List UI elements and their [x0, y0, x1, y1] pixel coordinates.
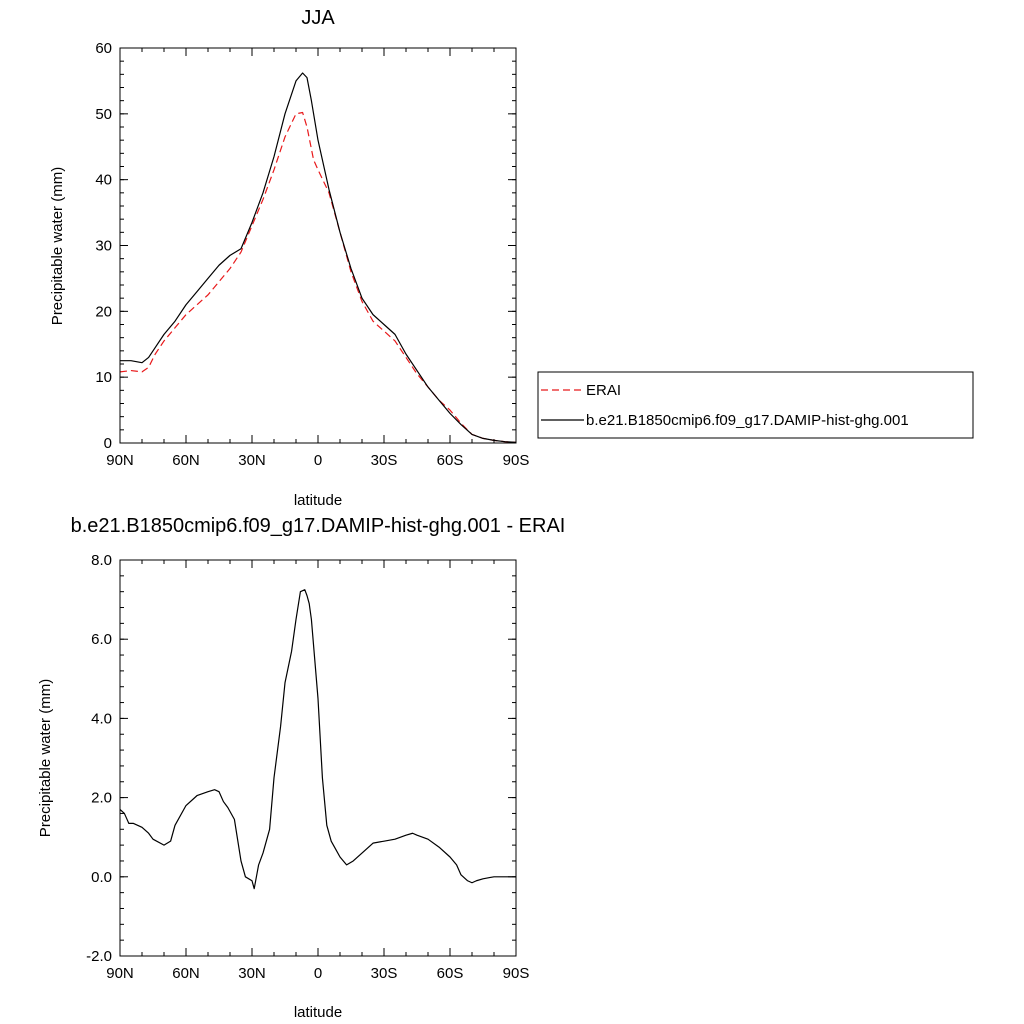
- bottom-y-tick-label: 2.0: [91, 790, 112, 807]
- bottom-y-tick-label: 0.0: [91, 869, 112, 886]
- top-y-tick-label: 50: [95, 106, 112, 123]
- bottom-y-tick-label: -2.0: [86, 948, 112, 965]
- legend-label-erai: ERAI: [586, 382, 621, 399]
- top-chart-plot-frame: [119, 47, 517, 444]
- top-y-tick-label: 30: [95, 238, 112, 255]
- climatology-panel: JJA Precipitable water (mm) latitude 90N…: [49, 7, 974, 509]
- top-chart-series: [119, 72, 517, 443]
- bottom-chart-series: [119, 589, 516, 890]
- top-x-tick-label: 30S: [371, 452, 398, 469]
- top-x-tick-label: 60N: [172, 452, 200, 469]
- bottom-chart-ylabel: Precipitable water (mm): [37, 679, 54, 837]
- top-y-tick-label: 0: [104, 435, 112, 452]
- bottom-y-tick-label: 8.0: [91, 552, 112, 569]
- bottom-series-line-0: [119, 589, 516, 890]
- bottom-x-tick-label: 30N: [238, 965, 266, 982]
- top-x-tick-label: 0: [314, 452, 322, 469]
- top-y-tick-label: 60: [95, 40, 112, 57]
- top-y-tick-label: 10: [95, 369, 112, 386]
- bottom-x-tick-label: 90S: [503, 965, 530, 982]
- bottom-chart-title: b.e21.B1850cmip6.f09_g17.DAMIP-hist-ghg.…: [71, 515, 566, 537]
- difference-panel: b.e21.B1850cmip6.f09_g17.DAMIP-hist-ghg.…: [37, 515, 565, 1021]
- top-x-tick-label: 90N: [106, 452, 134, 469]
- bottom-chart-ticks: 90N 60N 30N 0 30S 60S 90S -2.0 0.0 2.0 4.0 6.0 8.0: [86, 552, 529, 982]
- top-chart-xlabel: latitude: [294, 492, 342, 509]
- bottom-x-tick-label: 30S: [371, 965, 398, 982]
- top-x-tick-label: 60S: [437, 452, 464, 469]
- top-chart-ylabel: Precipitable water (mm): [49, 167, 66, 325]
- bottom-x-tick-label: 0: [314, 965, 322, 982]
- top-x-tick-label: 90S: [503, 452, 530, 469]
- top-series-line-1: [120, 72, 517, 443]
- legend-box: [537, 371, 974, 439]
- top-chart-legend: ERAI b.e21.B1850cmip6.f09_g17.DAMIP-hist…: [537, 371, 974, 439]
- top-x-tick-label: 30N: [238, 452, 266, 469]
- bottom-x-tick-label: 60N: [172, 965, 200, 982]
- bottom-chart-plot-frame: [119, 559, 517, 957]
- bottom-chart-xlabel: latitude: [294, 1004, 342, 1021]
- legend-label-model: b.e21.B1850cmip6.f09_g17.DAMIP-hist-ghg.…: [586, 412, 909, 429]
- bottom-x-tick-label: 60S: [437, 965, 464, 982]
- bottom-x-tick-label: 90N: [106, 965, 134, 982]
- top-series-line-0: [119, 111, 517, 443]
- top-chart-title: JJA: [301, 7, 335, 29]
- bottom-y-tick-label: 6.0: [91, 631, 112, 648]
- bottom-y-tick-label: 4.0: [91, 710, 112, 727]
- top-y-tick-label: 40: [95, 172, 112, 189]
- top-y-tick-label: 20: [95, 303, 112, 320]
